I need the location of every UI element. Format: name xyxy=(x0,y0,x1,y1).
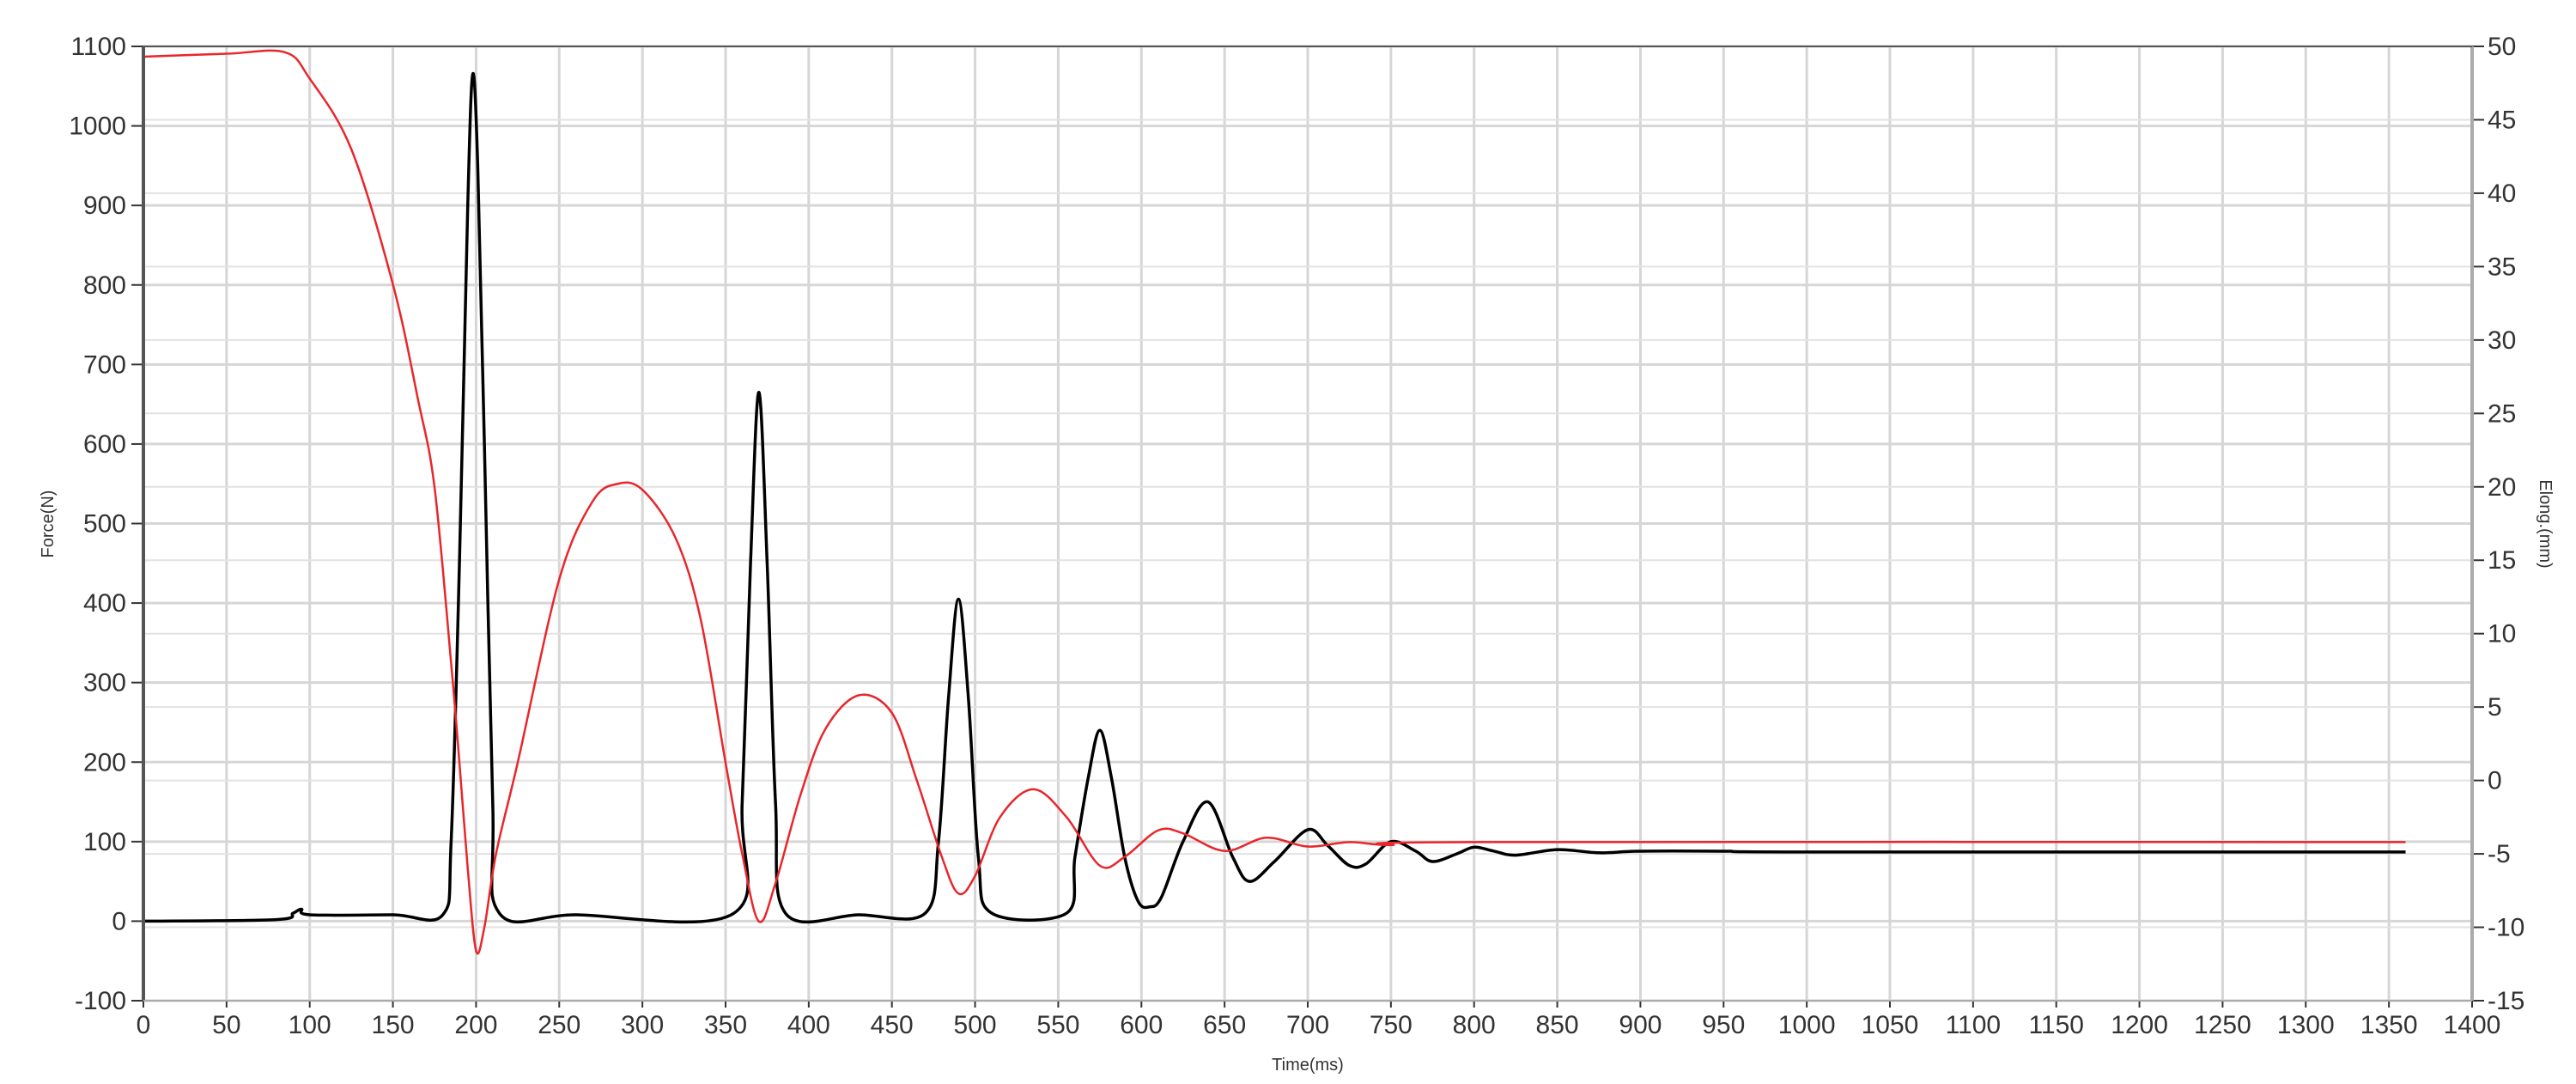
x-tick-label: 950 xyxy=(1702,1011,1745,1039)
y-tick-label: 700 xyxy=(83,350,126,379)
x-tick-label: 450 xyxy=(871,1011,914,1039)
y2-tick-label: 35 xyxy=(2488,253,2516,281)
axes: 0 50 100 150 200 250 300 350 400 450 500 550 600 650 7… xyxy=(69,33,2524,1039)
y2-tick-label: -5 xyxy=(2488,840,2511,868)
x-tick-label: 600 xyxy=(1120,1011,1163,1039)
x-tick-label: 650 xyxy=(1203,1011,1246,1039)
y2-axis-label: Elong.(mm) xyxy=(2536,479,2555,568)
x-tick-label: 350 xyxy=(704,1011,747,1039)
x-tick-label: 1250 xyxy=(2194,1011,2251,1039)
y2-tick-label: 20 xyxy=(2488,473,2516,502)
x-tick-label: 400 xyxy=(787,1011,830,1039)
x-tick-label: 200 xyxy=(454,1011,497,1039)
x-tick-label: 750 xyxy=(1370,1011,1413,1039)
y-tick-label: 500 xyxy=(83,510,126,539)
x-tick-label: 0 xyxy=(137,1011,151,1039)
y-tick-label: 1100 xyxy=(70,33,126,61)
x-tick-label: 50 xyxy=(212,1011,240,1039)
y2-tick-label: 25 xyxy=(2488,399,2516,428)
y-tick-label: 800 xyxy=(83,271,126,300)
x-tick-label: 550 xyxy=(1036,1011,1079,1039)
y-axis-label: Force(N) xyxy=(39,490,58,558)
x-tick-label: 500 xyxy=(954,1011,997,1039)
x-tick-label: 250 xyxy=(538,1011,580,1039)
y2-tick-label: 15 xyxy=(2488,546,2516,575)
y2-tick-label: -15 xyxy=(2488,987,2524,1015)
y2-tick-label: -10 xyxy=(2488,914,2524,942)
x-axis-label: Time(ms) xyxy=(1272,1056,1344,1075)
elongation-line xyxy=(143,49,2406,955)
x-tick-label: 1000 xyxy=(1778,1011,1836,1039)
x-tick-label: 1100 xyxy=(1946,1011,2002,1039)
x-tick-label: 900 xyxy=(1619,1011,1662,1039)
x-tick-label: 1350 xyxy=(2360,1011,2418,1039)
x-tick-label: 150 xyxy=(372,1011,415,1039)
y-tick-label: 100 xyxy=(83,828,126,856)
y-tick-label: 300 xyxy=(83,669,126,697)
y2-tick-label: 30 xyxy=(2488,326,2516,355)
x-tick-label: 700 xyxy=(1286,1011,1329,1039)
y2-tick-label: 50 xyxy=(2488,33,2516,61)
series-layer xyxy=(143,49,2406,955)
y-tick-label: 900 xyxy=(83,192,126,220)
x-tick-label: 100 xyxy=(289,1011,331,1039)
y2-tick-label: 5 xyxy=(2488,693,2502,722)
y2-tick-label: 10 xyxy=(2488,620,2516,649)
y-tick-label: 0 xyxy=(112,907,126,935)
y-tick-label: 600 xyxy=(83,430,126,459)
x-tick-label: 1200 xyxy=(2111,1011,2168,1039)
x-tick-label: 1050 xyxy=(1862,1011,1919,1039)
y-tick-label: 1000 xyxy=(69,113,126,141)
y2-tick-label: 0 xyxy=(2488,767,2502,795)
x-tick-label: 800 xyxy=(1453,1011,1496,1039)
x-tick-label: 300 xyxy=(621,1011,664,1039)
y-tick-label: 200 xyxy=(83,748,126,776)
force-line xyxy=(143,71,2406,924)
x-tick-label: 850 xyxy=(1536,1011,1579,1039)
x-tick-label: 1400 xyxy=(2444,1011,2501,1039)
y2-tick-label: 40 xyxy=(2488,180,2516,208)
x-tick-label: 1300 xyxy=(2277,1011,2335,1039)
y2-tick-label: 45 xyxy=(2488,106,2516,134)
x-tick-label: 1150 xyxy=(2028,1011,2084,1039)
y-tick-label: -100 xyxy=(75,987,126,1015)
y-tick-label: 400 xyxy=(83,589,126,618)
